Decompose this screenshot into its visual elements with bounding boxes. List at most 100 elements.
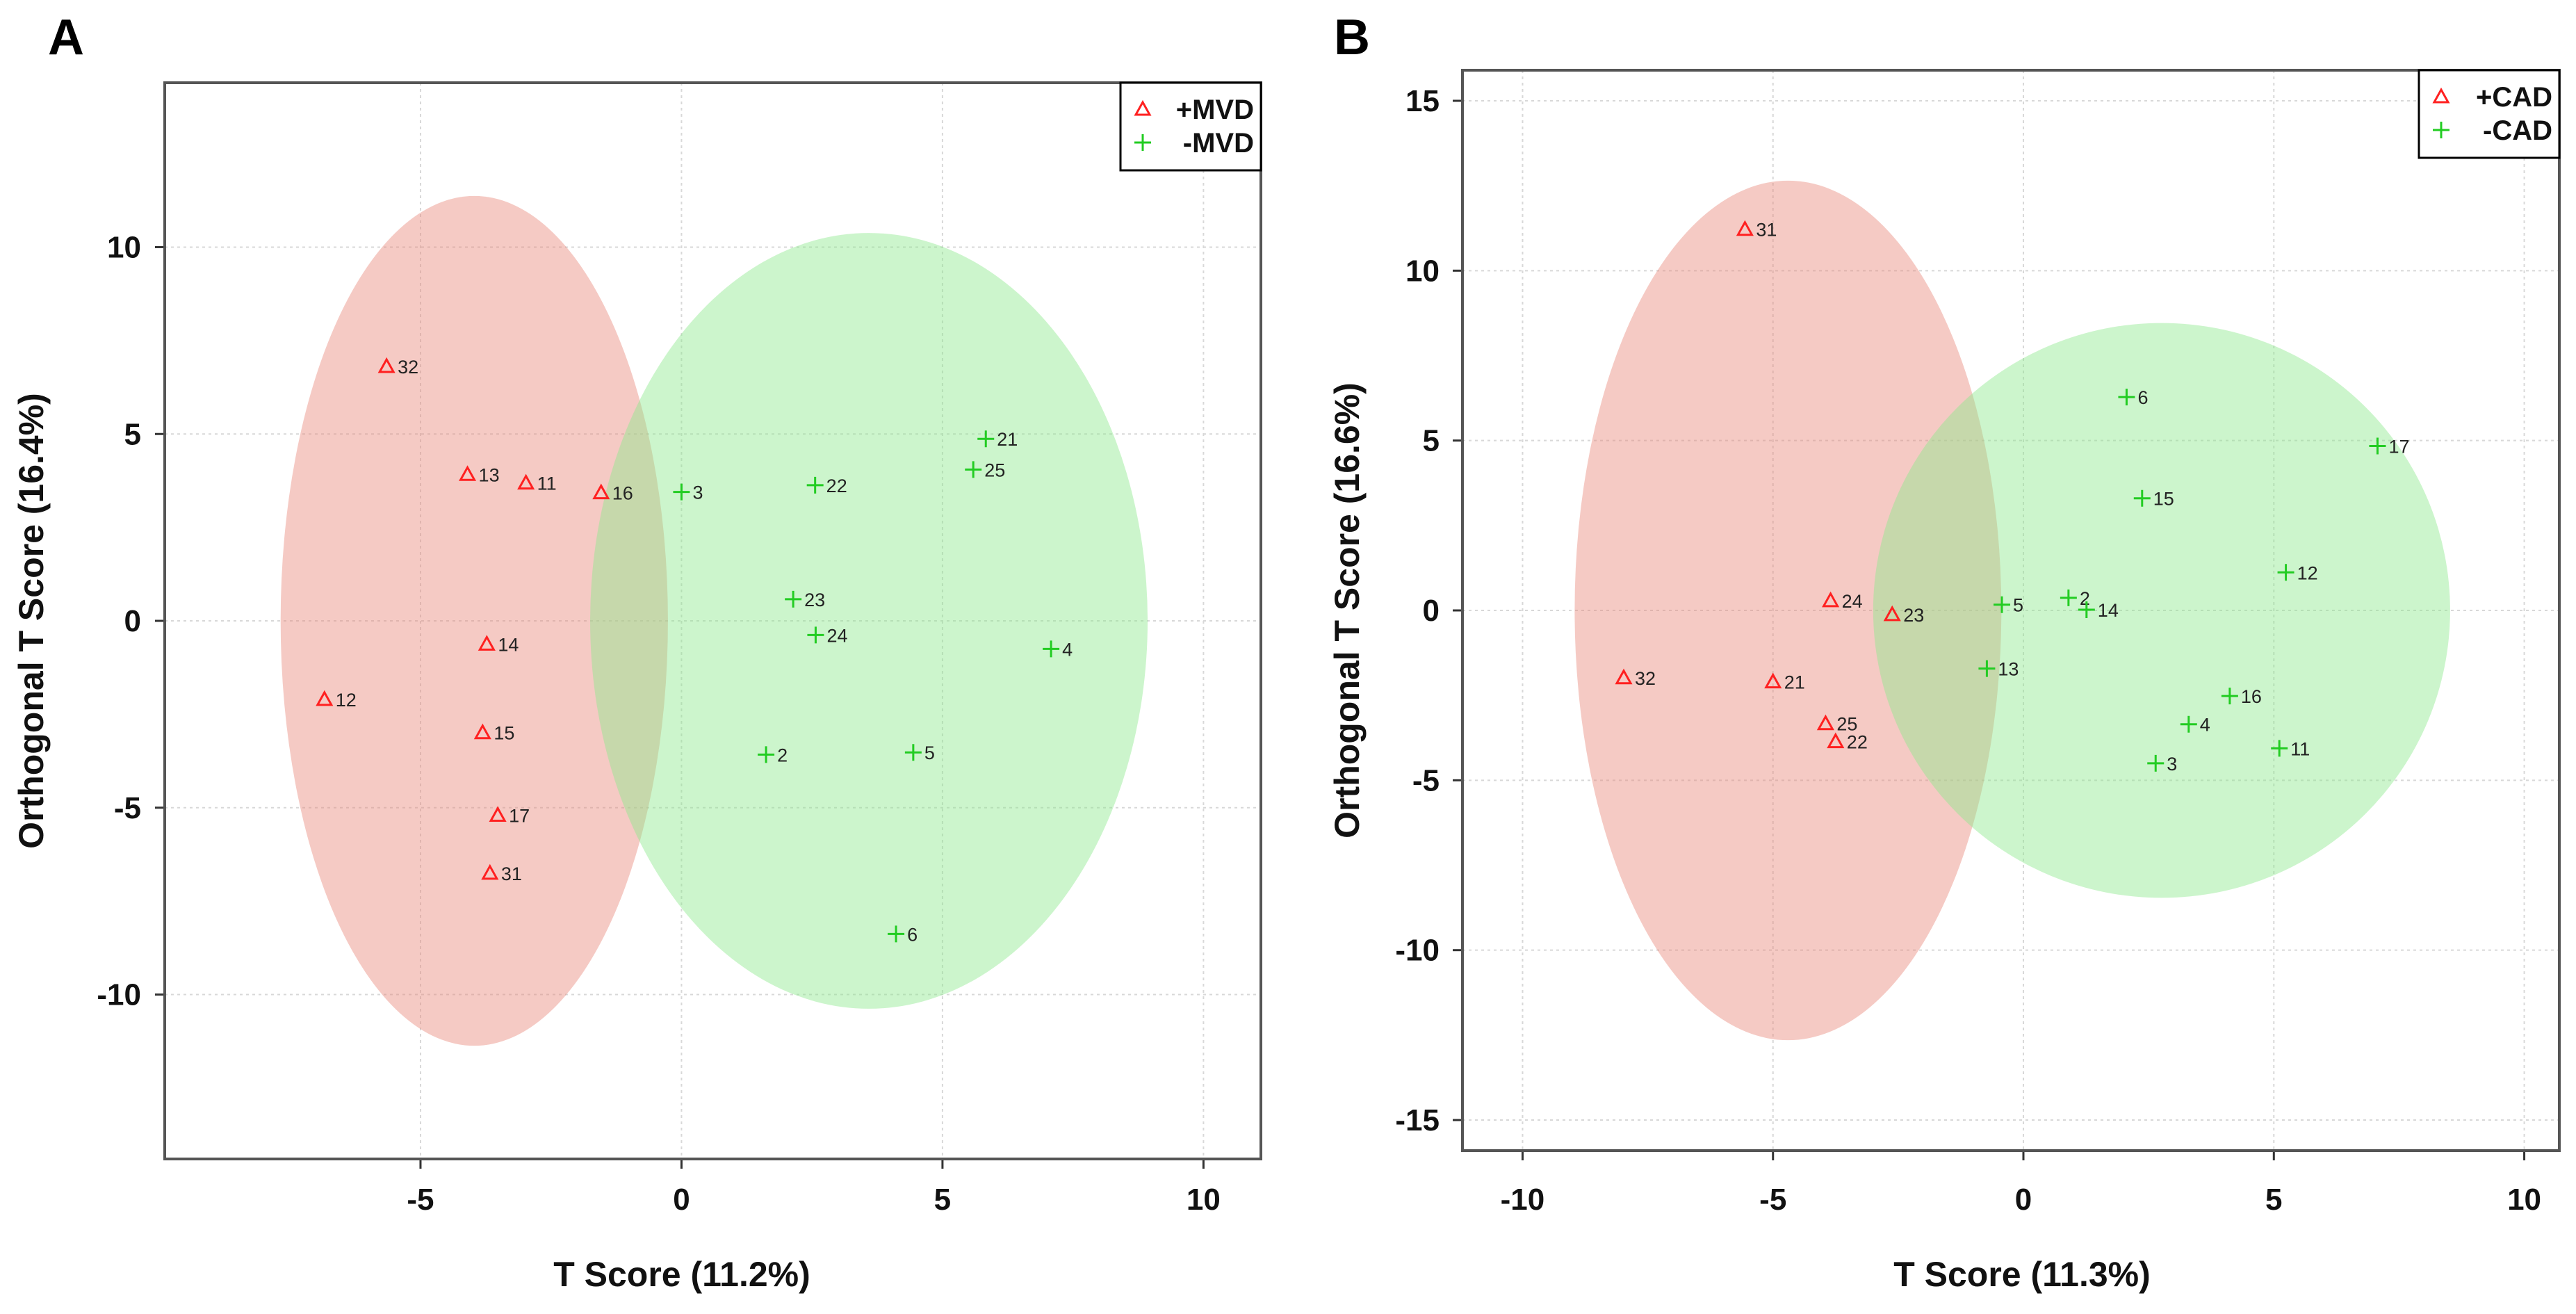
- point-label: 22: [826, 476, 847, 496]
- point-label: 12: [336, 690, 357, 711]
- x-tick-label: 10: [1187, 1183, 1221, 1217]
- point-label: 4: [1062, 639, 1073, 660]
- point-label: 15: [494, 723, 514, 744]
- point-label: 21: [997, 429, 1018, 450]
- point-label: 17: [509, 806, 530, 827]
- x-tick-label: -10: [1501, 1183, 1545, 1217]
- point-label: 23: [804, 590, 825, 610]
- point-label: 25: [984, 460, 1005, 480]
- y-tick-label: -15: [1395, 1103, 1440, 1137]
- x-tick-label: -5: [1759, 1183, 1786, 1217]
- data-point-triangle: [517, 473, 535, 490]
- data-point-plus: [806, 476, 824, 494]
- data-point-triangle: [459, 465, 477, 481]
- y-tick-label: 15: [1405, 84, 1440, 118]
- legend-label: -MVD: [1183, 128, 1254, 159]
- point-label: 2: [777, 745, 788, 765]
- data-point-plus: [673, 483, 690, 501]
- point-label: 3: [2167, 754, 2177, 774]
- y-tick-label: 5: [1423, 424, 1440, 458]
- y-tick-label: -10: [1395, 934, 1440, 968]
- data-point-triangle: [1615, 668, 1633, 685]
- point-label: 16: [2241, 686, 2262, 707]
- data-point-triangle: [481, 863, 499, 880]
- y-tick-label: 0: [124, 604, 141, 638]
- data-point-plus: [807, 626, 824, 644]
- data-point-plus: [2078, 601, 2095, 619]
- y-tick-label: 10: [1405, 254, 1440, 288]
- point-label: 12: [2297, 562, 2318, 583]
- point-label: 31: [1756, 220, 1777, 241]
- data-point-triangle: [1883, 605, 1901, 622]
- legend-label: +MVD: [1176, 95, 1254, 125]
- point-label: 22: [1847, 732, 1868, 753]
- data-point-triangle: [1764, 672, 1782, 689]
- confidence-ellipse-positive: [1574, 180, 2002, 1041]
- legend-box: [1119, 81, 1262, 172]
- legend: +CAD-CAD: [2418, 69, 2561, 159]
- data-point-plus: [2060, 589, 2077, 606]
- x-tick-label: 0: [673, 1183, 690, 1217]
- point-label: 21: [1784, 672, 1805, 693]
- data-point-triangle: [1736, 220, 1754, 236]
- point-label: 14: [2098, 600, 2119, 621]
- point-label: 25: [1836, 714, 1857, 735]
- point-label: 17: [2388, 436, 2409, 457]
- chart-panel-a: A -5 0 5 10 -10 -5 0 5 10 32 13 11 16 14 12 15 17 31 3 22 21 2…: [12, 10, 1262, 1294]
- data-point-plus: [1043, 640, 1060, 658]
- point-label: 32: [398, 357, 418, 378]
- data-point-plus: [888, 925, 905, 943]
- legend-triangle-icon: [1134, 99, 1152, 116]
- x-tick-label: 10: [2507, 1183, 2541, 1217]
- point-label: 24: [826, 625, 847, 646]
- plot-frame: [1461, 69, 2561, 1152]
- data-point-plus: [1994, 596, 2011, 613]
- point-label: 4: [2200, 715, 2210, 736]
- legend-triangle-icon: [2432, 87, 2450, 104]
- y-tick-label: -5: [1412, 763, 1440, 797]
- confidence-ellipse-negative: [1873, 323, 2450, 898]
- data-point-plus: [977, 430, 995, 448]
- point-label: 2: [2080, 588, 2090, 609]
- x-tick-label: -5: [407, 1183, 434, 1217]
- data-point-plus: [2221, 688, 2238, 705]
- panel-label: B: [1334, 10, 1370, 65]
- data-point-triangle: [1816, 714, 1834, 731]
- data-point-triangle: [1827, 732, 1845, 749]
- point-label: 13: [479, 464, 500, 485]
- data-point-plus: [2118, 389, 2135, 406]
- data-point-triangle: [592, 483, 610, 500]
- data-point-plus: [2180, 715, 2197, 733]
- point-label: 13: [1998, 659, 2019, 680]
- point-label: 3: [692, 482, 703, 503]
- confidence-ellipse-negative: [590, 233, 1148, 1009]
- point-label: 5: [2013, 595, 2023, 616]
- data-point-triangle: [489, 806, 507, 822]
- point-label: 24: [1842, 591, 1863, 612]
- x-tick-label: 5: [2265, 1183, 2282, 1217]
- point-label: 6: [907, 924, 918, 945]
- point-label: 6: [2137, 387, 2148, 408]
- legend-label: +CAD: [2476, 82, 2552, 113]
- data-point-plus: [2277, 564, 2294, 581]
- panel-label: A: [48, 10, 84, 65]
- y-tick-label: 0: [1423, 594, 1440, 628]
- data-point-triangle: [316, 690, 334, 706]
- data-point-plus: [758, 746, 775, 763]
- point-label: 31: [501, 863, 522, 884]
- data-point-plus: [2133, 489, 2151, 507]
- point-label: 16: [612, 483, 633, 504]
- data-point-triangle: [1822, 591, 1840, 608]
- data-point-plus: [1978, 660, 1996, 677]
- legend: +MVD-MVD: [1119, 81, 1262, 172]
- y-axis-label: Orthogonal T Score (16.6%): [1328, 382, 1367, 838]
- x-tick-label: 5: [934, 1183, 951, 1217]
- data-point-plus: [904, 744, 922, 761]
- point-label: 14: [498, 634, 519, 655]
- data-point-plus: [2369, 437, 2386, 455]
- legend-label: -CAD: [2483, 115, 2552, 146]
- point-label: 15: [2153, 489, 2174, 510]
- point-label: 23: [1903, 605, 1924, 626]
- y-axis-label: Orthogonal T Score (16.4%): [12, 393, 51, 849]
